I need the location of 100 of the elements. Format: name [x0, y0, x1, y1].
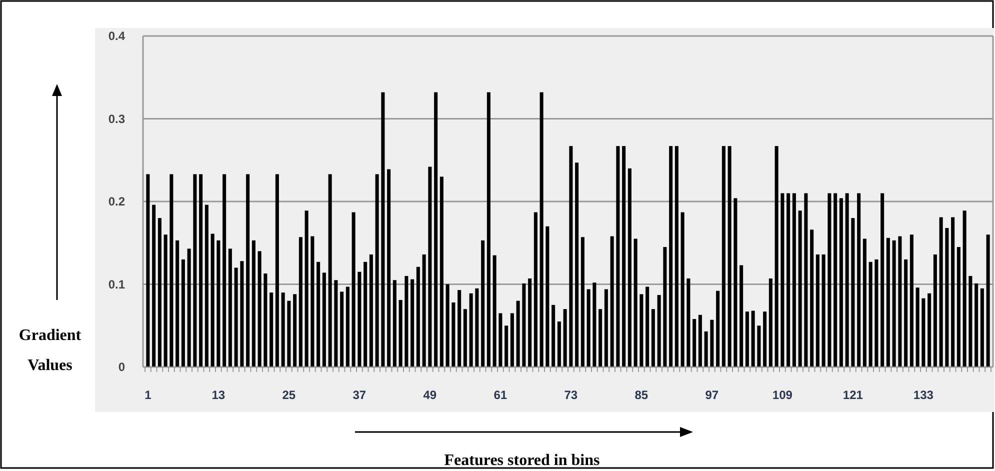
bar [616, 146, 620, 367]
bar [310, 236, 314, 367]
bar [569, 146, 573, 367]
bar [193, 174, 197, 367]
bar [857, 193, 861, 367]
x-tick-label: 85 [634, 388, 648, 402]
bar [604, 289, 608, 367]
bar [316, 262, 320, 367]
x-tick-label: 61 [494, 388, 508, 402]
bar [252, 240, 256, 367]
bar [404, 276, 408, 367]
bar [434, 92, 438, 367]
x-tick-label: 37 [352, 388, 366, 402]
bar [692, 319, 696, 367]
y-tick-label: 0.4 [108, 29, 126, 44]
bar [504, 326, 508, 367]
bar [463, 309, 467, 367]
bar [933, 254, 937, 367]
x-tick-label: 49 [423, 388, 437, 402]
bar [640, 294, 644, 367]
bar [651, 309, 655, 367]
bar [956, 247, 960, 367]
bar [352, 212, 356, 367]
bar [340, 292, 344, 367]
bar [398, 300, 402, 367]
bar [698, 314, 702, 367]
bar [598, 309, 602, 367]
bar [510, 313, 514, 367]
bar [358, 272, 362, 367]
bar [592, 282, 596, 367]
bar [281, 292, 285, 367]
bar [610, 236, 614, 367]
bar [939, 217, 943, 367]
bar [170, 174, 174, 367]
bar [822, 254, 826, 367]
bar [763, 312, 767, 367]
bar [646, 286, 650, 367]
y-tick-label: 0 [118, 360, 126, 374]
bar [634, 238, 638, 367]
bar [575, 162, 579, 367]
y-tick-label: 0.3 [108, 112, 126, 126]
bar [951, 217, 955, 367]
bar [798, 210, 802, 367]
bar [364, 262, 368, 367]
bar [540, 92, 544, 367]
bar [898, 236, 902, 367]
bar [322, 272, 326, 367]
bar [874, 259, 878, 367]
bar [486, 92, 490, 367]
bar [968, 276, 972, 367]
bar [686, 278, 690, 367]
bar [657, 295, 661, 367]
bar [187, 248, 191, 367]
bar [181, 259, 185, 367]
bar [199, 174, 203, 367]
y-tick-label: 0.1 [108, 277, 126, 292]
bar [834, 193, 838, 367]
bar [622, 146, 626, 367]
bar [722, 146, 726, 367]
x-tick-label: 121 [842, 388, 864, 402]
bar [264, 273, 268, 367]
bar [246, 174, 250, 367]
bar [492, 255, 496, 367]
bar [275, 174, 279, 367]
bar [916, 288, 920, 367]
bar [293, 294, 297, 367]
bar [828, 193, 832, 367]
bar [851, 218, 855, 367]
bar [716, 290, 720, 367]
bar [922, 298, 926, 367]
bar [786, 193, 790, 367]
bar [810, 230, 814, 367]
bar [146, 174, 150, 367]
bar [728, 146, 732, 367]
bar [880, 193, 884, 367]
bar [346, 286, 350, 367]
bar [176, 240, 180, 367]
bar [868, 262, 872, 367]
bar [774, 146, 778, 367]
bar [680, 212, 684, 367]
bar [974, 283, 978, 367]
bar [234, 268, 238, 367]
bar [986, 234, 990, 367]
bar [557, 321, 561, 367]
bar [945, 228, 949, 367]
bar [628, 168, 632, 367]
x-tick-label: 109 [772, 388, 793, 402]
bar [780, 193, 784, 367]
bar [498, 313, 502, 367]
bar [440, 176, 444, 367]
bar [428, 166, 432, 367]
bar [704, 331, 708, 367]
bar [816, 254, 820, 367]
bar [216, 240, 220, 367]
bar [892, 240, 896, 367]
bar [904, 259, 908, 367]
bar [446, 284, 450, 367]
bar [845, 193, 849, 367]
bar [962, 210, 966, 367]
bar [552, 304, 556, 367]
